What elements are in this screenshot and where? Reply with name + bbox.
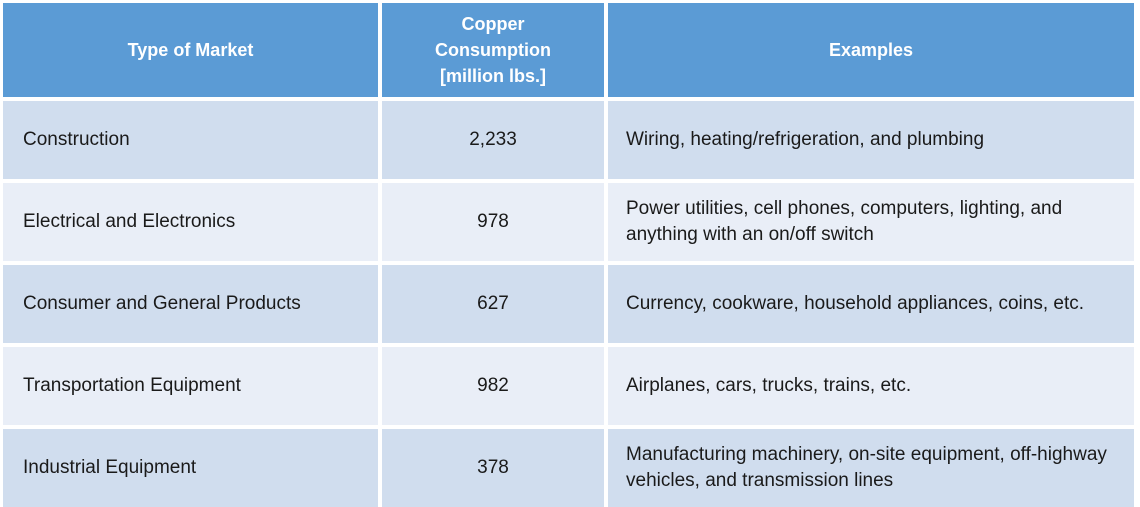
table-row-5-type: Industrial Equipment <box>3 429 378 507</box>
table-row-2-consumption: 978 <box>382 183 604 261</box>
table-row-4-consumption: 982 <box>382 347 604 425</box>
table-row-3-consumption: 627 <box>382 265 604 343</box>
table-row-3-type: Consumer and General Products <box>3 265 378 343</box>
table-row-3-examples: Currency, cookware, household appliances… <box>608 265 1134 343</box>
header-consumption-line2: Consumption <box>435 40 551 60</box>
header-examples-label: Examples <box>828 40 914 60</box>
header-examples: Examples <box>608 3 1134 97</box>
table-row-2-examples: Power utilities, cell phones, computers,… <box>608 183 1134 261</box>
table-row-4-type: Transportation Equipment <box>3 347 378 425</box>
table-row-1-type: Construction <box>3 101 378 179</box>
header-consumption-line3: [million lbs.] <box>440 66 546 86</box>
copper-consumption-table: Type of Market Copper Consumption [milli… <box>3 3 1134 507</box>
table-row-5-examples: Manufacturing machinery, on-site equipme… <box>608 429 1134 507</box>
header-type-of-market: Type of Market <box>3 3 378 97</box>
header-type-label: Type of Market <box>127 40 254 60</box>
table-row-2-type: Electrical and Electronics <box>3 183 378 261</box>
header-consumption-line1: Copper <box>461 14 525 34</box>
table-row-1-examples: Wiring, heating/refrigeration, and plumb… <box>608 101 1134 179</box>
header-copper-consumption: Copper Consumption [million lbs.] <box>382 3 604 97</box>
table-row-4-examples: Airplanes, cars, trucks, trains, etc. <box>608 347 1134 425</box>
table-row-1-consumption: 2,233 <box>382 101 604 179</box>
table-row-5-consumption: 378 <box>382 429 604 507</box>
